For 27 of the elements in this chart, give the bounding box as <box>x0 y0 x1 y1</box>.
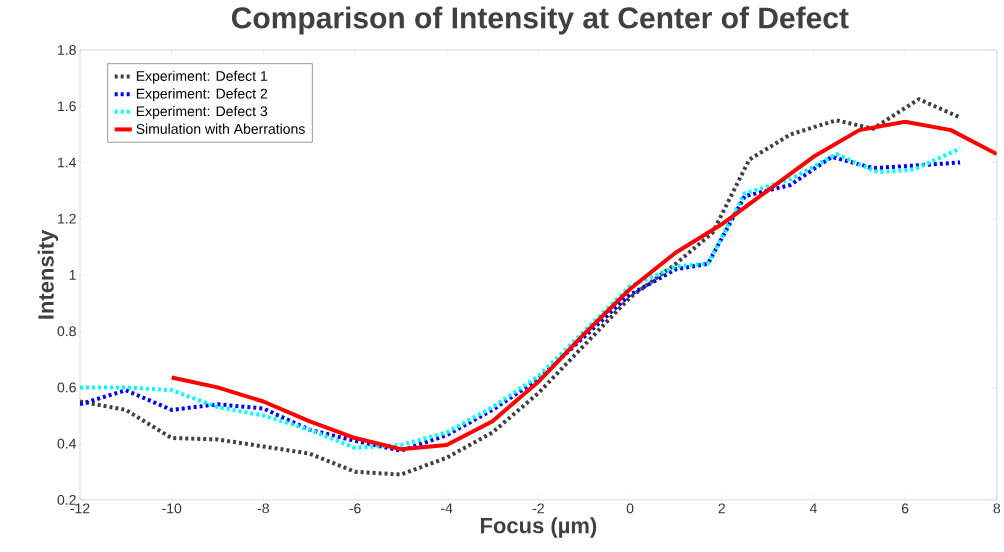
legend-label: Experiment: Defect 1 <box>136 70 268 84</box>
x-tick-label: -2 <box>532 503 544 514</box>
x-tick-label: 6 <box>901 503 909 514</box>
x-tick-label: -8 <box>257 503 269 514</box>
x-tick-label: -12 <box>70 503 90 514</box>
legend-label: Simulation with Aberrations <box>136 123 305 134</box>
y-tick-label: 1.8 <box>58 45 76 56</box>
y-tick-label: 0.6 <box>57 382 76 393</box>
x-tick-label: 2 <box>718 503 725 514</box>
y-tick-label: 1.2 <box>58 213 76 224</box>
y-axis-title: Intensity <box>37 229 59 319</box>
x-tick-label: 8 <box>993 503 1001 514</box>
y-tick-label: 1.4 <box>58 157 77 168</box>
legend-label: Experiment: Defect 3 <box>136 106 268 120</box>
chart-title: Comparison of Intensity at Center of Defect <box>231 6 849 35</box>
legend-label: Experiment: Defect 2 <box>136 88 268 102</box>
x-tick-label: -10 <box>162 503 182 514</box>
y-tick-label: 0.2 <box>57 494 76 505</box>
x-tick-label: 4 <box>809 503 817 514</box>
y-tick-label: 1 <box>69 270 76 280</box>
y-tick-label: 1.6 <box>58 101 76 112</box>
x-tick-label: 0 <box>626 503 634 514</box>
x-axis-title: Focus (µm) <box>480 517 597 538</box>
y-tick-label: 0.4 <box>57 438 77 449</box>
y-tick-label: 0.8 <box>57 326 76 337</box>
x-tick-label: -4 <box>441 503 453 514</box>
x-tick-label: -6 <box>349 503 361 514</box>
